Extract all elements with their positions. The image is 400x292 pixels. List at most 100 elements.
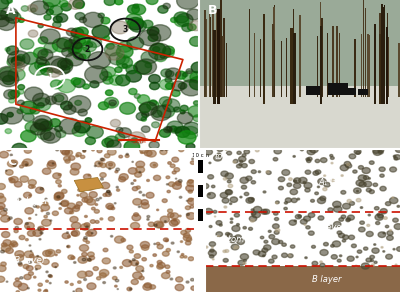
Circle shape — [142, 258, 146, 261]
Circle shape — [50, 80, 62, 89]
Circle shape — [274, 148, 282, 154]
Circle shape — [146, 192, 154, 198]
Circle shape — [379, 167, 385, 171]
Circle shape — [29, 261, 32, 263]
Bar — [387, 13, 388, 97]
Circle shape — [116, 168, 120, 171]
Circle shape — [318, 216, 324, 220]
Circle shape — [193, 115, 202, 121]
Circle shape — [0, 206, 3, 210]
Circle shape — [149, 74, 160, 83]
Bar — [213, 30, 216, 104]
Circle shape — [342, 203, 350, 209]
Circle shape — [106, 90, 113, 95]
Circle shape — [353, 170, 357, 173]
Circle shape — [88, 259, 92, 261]
Circle shape — [53, 16, 62, 23]
Circle shape — [249, 216, 257, 221]
Circle shape — [21, 6, 29, 11]
Circle shape — [33, 256, 42, 263]
Circle shape — [166, 248, 170, 252]
Circle shape — [73, 0, 84, 8]
Circle shape — [152, 122, 160, 128]
Circle shape — [148, 222, 154, 227]
Text: A: A — [6, 4, 16, 18]
Circle shape — [205, 208, 212, 214]
Circle shape — [136, 166, 144, 173]
Circle shape — [88, 252, 94, 257]
Circle shape — [0, 276, 5, 282]
Circle shape — [395, 264, 397, 265]
Circle shape — [82, 198, 88, 202]
Bar — [332, 26, 334, 97]
Circle shape — [67, 203, 76, 209]
Circle shape — [87, 258, 91, 261]
Bar — [226, 43, 227, 97]
Bar — [398, 43, 400, 97]
Circle shape — [56, 180, 61, 184]
Bar — [317, 36, 318, 97]
Circle shape — [7, 58, 20, 67]
Circle shape — [15, 278, 19, 281]
Circle shape — [170, 126, 177, 131]
Circle shape — [1, 262, 6, 266]
Bar — [344, 88, 356, 95]
Circle shape — [55, 192, 64, 199]
Circle shape — [12, 56, 25, 66]
Circle shape — [312, 245, 316, 248]
Circle shape — [293, 156, 295, 157]
Circle shape — [109, 75, 123, 85]
Circle shape — [84, 223, 90, 227]
Circle shape — [6, 248, 13, 253]
Circle shape — [356, 180, 364, 186]
Circle shape — [46, 56, 67, 72]
Circle shape — [262, 248, 268, 252]
Circle shape — [171, 242, 174, 244]
Circle shape — [10, 241, 17, 246]
Circle shape — [172, 183, 181, 189]
Circle shape — [92, 149, 94, 151]
Bar — [209, 11, 210, 97]
Circle shape — [184, 122, 200, 134]
Circle shape — [40, 232, 43, 234]
Circle shape — [119, 174, 128, 180]
Circle shape — [166, 270, 170, 273]
Circle shape — [186, 143, 195, 150]
Circle shape — [289, 220, 296, 225]
Circle shape — [43, 0, 60, 7]
Circle shape — [28, 230, 36, 236]
Circle shape — [53, 22, 61, 28]
Circle shape — [274, 212, 278, 215]
Circle shape — [186, 213, 196, 219]
Circle shape — [150, 43, 166, 55]
Circle shape — [179, 196, 182, 198]
Circle shape — [120, 102, 136, 114]
Circle shape — [118, 177, 126, 182]
Circle shape — [230, 221, 233, 223]
Text: 50m: 50m — [132, 140, 146, 145]
Circle shape — [41, 66, 53, 75]
Circle shape — [168, 209, 172, 213]
Circle shape — [310, 147, 318, 153]
Circle shape — [262, 255, 265, 257]
Circle shape — [137, 95, 150, 104]
Circle shape — [29, 194, 31, 196]
Circle shape — [342, 239, 346, 242]
Circle shape — [240, 254, 248, 260]
Circle shape — [28, 218, 31, 219]
Circle shape — [150, 162, 158, 168]
Circle shape — [71, 256, 75, 259]
Circle shape — [75, 100, 82, 105]
Circle shape — [136, 266, 144, 272]
Circle shape — [168, 213, 174, 218]
Circle shape — [142, 194, 145, 196]
Circle shape — [347, 256, 354, 261]
Circle shape — [43, 202, 48, 206]
Circle shape — [141, 200, 148, 205]
Circle shape — [10, 160, 18, 166]
Circle shape — [72, 206, 80, 211]
Circle shape — [9, 217, 12, 219]
Circle shape — [323, 188, 327, 191]
Text: B: B — [208, 4, 218, 18]
Circle shape — [68, 47, 79, 55]
